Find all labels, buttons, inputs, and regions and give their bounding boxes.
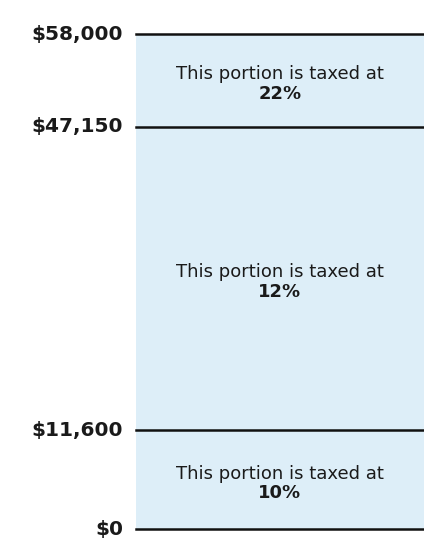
Text: This portion is taxed at: This portion is taxed at bbox=[176, 65, 384, 83]
Text: $0: $0 bbox=[95, 520, 123, 539]
Text: This portion is taxed at: This portion is taxed at bbox=[176, 264, 384, 281]
Text: 10%: 10% bbox=[258, 485, 301, 502]
Text: $58,000: $58,000 bbox=[31, 24, 123, 44]
Text: 22%: 22% bbox=[258, 85, 301, 103]
Bar bbox=[136, 127, 424, 430]
Bar bbox=[136, 34, 424, 127]
Bar bbox=[136, 430, 424, 529]
Text: 12%: 12% bbox=[258, 283, 301, 301]
Text: $11,600: $11,600 bbox=[31, 421, 123, 440]
Text: This portion is taxed at: This portion is taxed at bbox=[176, 465, 384, 483]
Text: $47,150: $47,150 bbox=[31, 117, 123, 137]
